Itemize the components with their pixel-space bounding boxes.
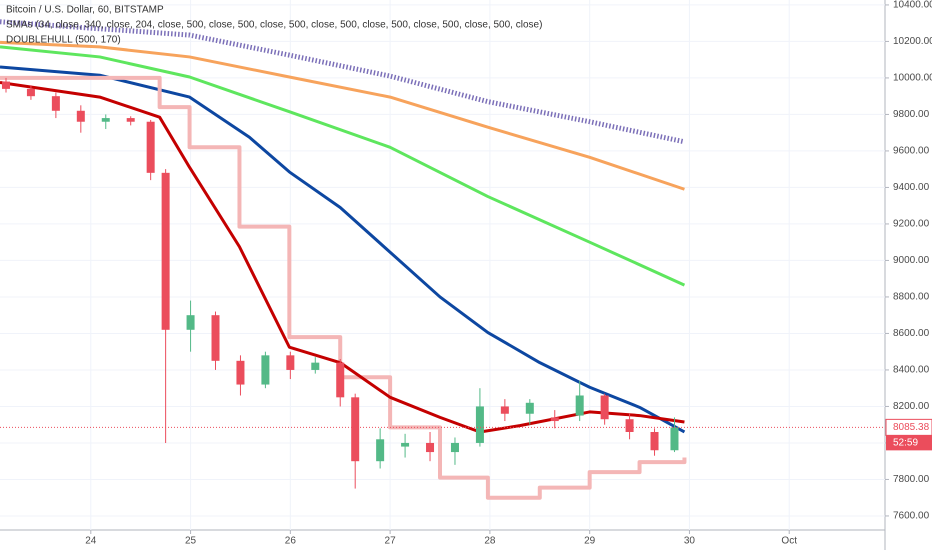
y-tick-label: 9000.00 xyxy=(893,255,930,266)
x-tick-label: Oct xyxy=(781,536,797,547)
indicator-line xyxy=(0,45,686,287)
y-tick-label: 9200.00 xyxy=(893,219,930,230)
y-tick-label: 9800.00 xyxy=(893,109,930,120)
candle-body xyxy=(650,431,659,451)
candle-body xyxy=(186,315,195,330)
candle-body xyxy=(351,397,360,462)
y-tick-label: 10200.00 xyxy=(893,36,932,47)
candle-body xyxy=(525,402,534,414)
y-tick-label: 8800.00 xyxy=(893,292,930,303)
y-tick-label: 10000.00 xyxy=(893,73,932,84)
candle-body xyxy=(26,88,35,97)
candle-body xyxy=(575,395,584,416)
axis: 7600.007800.008000.008200.008400.008600.… xyxy=(85,0,932,547)
candle-body xyxy=(336,362,345,398)
candle-body xyxy=(500,406,509,414)
candle-body xyxy=(161,172,170,330)
candle-body xyxy=(670,427,679,451)
candle-body xyxy=(126,118,135,122)
x-tick-label: 26 xyxy=(285,536,297,547)
candle-body xyxy=(426,442,435,453)
indicator-label: DOUBLEHULL (500, 170) xyxy=(6,35,121,46)
candle-body xyxy=(146,121,155,173)
candle-body xyxy=(211,315,220,361)
candle-body xyxy=(401,442,410,447)
y-tick-label: 8400.00 xyxy=(893,365,930,376)
candle-body xyxy=(1,81,10,89)
indicator-label: SMAs (34, close, 340, close, 204, close,… xyxy=(6,20,542,31)
chart-title: Bitcoin / U.S. Dollar, 60, BITSTAMP xyxy=(6,5,164,16)
indicator-line xyxy=(0,65,686,434)
candle-body xyxy=(600,395,609,420)
plot xyxy=(0,19,885,500)
x-tick-label: 27 xyxy=(385,536,397,547)
y-tick-label: 9600.00 xyxy=(893,146,930,157)
indicator-line xyxy=(0,19,685,145)
y-tick-label: 9400.00 xyxy=(893,182,930,193)
countdown-label: 52:59 xyxy=(893,438,918,449)
candle-body xyxy=(550,417,559,422)
candle-body xyxy=(261,355,270,385)
y-tick-label: 7600.00 xyxy=(893,511,930,522)
candle-body xyxy=(286,355,295,370)
candle-body xyxy=(625,419,634,432)
y-tick-label: 8600.00 xyxy=(893,328,930,339)
last-price-label: 8085.38 xyxy=(893,422,930,433)
y-tick-label: 10400.00 xyxy=(893,0,932,11)
x-tick-label: 28 xyxy=(484,536,496,547)
y-tick-label: 7800.00 xyxy=(893,474,930,485)
x-tick-label: 24 xyxy=(85,536,97,547)
y-tick-label: 8200.00 xyxy=(893,401,930,412)
countdown-box xyxy=(886,435,932,451)
candle-body xyxy=(76,110,85,122)
indicator-line xyxy=(0,40,685,191)
candle-body xyxy=(475,406,484,443)
candle-body xyxy=(376,439,385,462)
candle-body xyxy=(311,362,320,370)
x-tick-label: 30 xyxy=(684,536,696,547)
candle-body xyxy=(236,360,245,385)
x-tick-label: 25 xyxy=(185,536,197,547)
candle-body xyxy=(101,118,110,122)
candle-body xyxy=(51,96,60,111)
x-tick-label: 29 xyxy=(584,536,596,547)
candle-body xyxy=(450,442,459,453)
